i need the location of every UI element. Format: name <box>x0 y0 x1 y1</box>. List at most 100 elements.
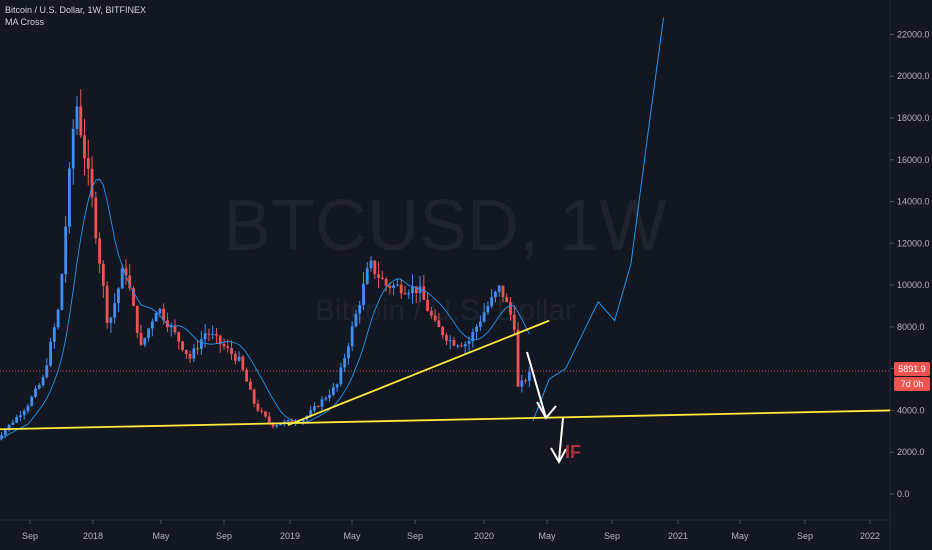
projection-line <box>532 17 664 422</box>
candle-body <box>196 348 199 350</box>
candle-body <box>497 285 501 292</box>
candle-body <box>467 341 471 345</box>
candle-body <box>388 285 392 288</box>
candle-body <box>19 415 22 417</box>
candle-body <box>94 197 98 239</box>
candle-body <box>49 341 52 366</box>
x-tick-label: May <box>731 531 749 541</box>
candle-body <box>143 338 147 345</box>
trendline <box>287 319 550 426</box>
x-tick-label: 2021 <box>668 531 688 541</box>
candle-body <box>429 310 433 316</box>
watermark-name: Bitcoin / U.S. Dollar <box>315 294 575 327</box>
candle-body <box>343 358 347 368</box>
candle-body <box>392 285 396 288</box>
candle-body <box>177 332 181 342</box>
candle-body <box>207 333 211 335</box>
y-tick-label: 14000.0 <box>897 197 930 207</box>
candle-body <box>309 410 313 417</box>
candle-body <box>380 277 384 280</box>
candle-body <box>241 356 245 370</box>
candle-body <box>358 305 362 314</box>
candle-body <box>324 398 328 400</box>
candle-body <box>30 396 34 406</box>
candle-body <box>512 314 516 330</box>
last-price-badge: 5891.9 <box>894 362 930 376</box>
candle-body <box>448 340 452 342</box>
candle-body <box>286 420 290 422</box>
candle-body <box>218 335 222 345</box>
candle-body <box>441 327 445 336</box>
candle-body <box>516 329 520 387</box>
candle-body <box>264 411 267 417</box>
candle-body <box>362 283 365 306</box>
x-tick-label: Sep <box>22 531 38 541</box>
candle-body <box>490 297 494 307</box>
y-tick-label: 4000.0 <box>897 405 925 415</box>
indicator-label[interactable]: MA Cross <box>5 17 45 27</box>
candle-body <box>237 356 241 361</box>
x-tick-label: 2020 <box>474 531 494 541</box>
candle-body <box>105 285 109 323</box>
candle-body <box>37 385 41 389</box>
x-tick-label: Sep <box>604 531 620 541</box>
candle-body <box>132 288 135 306</box>
candle-body <box>399 284 403 294</box>
candle-body <box>365 268 369 284</box>
countdown-badge: 7d 0h <box>894 377 930 391</box>
candle-body <box>41 377 45 386</box>
candle-body <box>101 263 105 286</box>
arrow-down-2-head <box>550 447 567 465</box>
y-tick-label: 18000.0 <box>897 113 930 123</box>
candle-body <box>527 371 531 382</box>
candle-body <box>267 416 271 423</box>
ma-line <box>0 178 530 440</box>
candle-body <box>90 168 94 198</box>
candle-body <box>117 288 120 304</box>
x-tick-label: Sep <box>797 531 813 541</box>
candle-body <box>98 238 101 264</box>
candle-body <box>211 334 215 336</box>
candle-body <box>463 344 467 347</box>
candle-body <box>373 260 377 275</box>
candle-body <box>301 419 305 422</box>
candle-body <box>505 297 509 303</box>
arrow-down-2-shaft <box>558 417 564 461</box>
candle-body <box>0 435 3 439</box>
candle-body <box>520 380 524 387</box>
candle-body <box>124 268 128 276</box>
watermark-symbol: BTCUSD, 1W <box>223 186 667 266</box>
candle-body <box>83 135 86 159</box>
candle-body <box>226 346 230 349</box>
candle-body <box>188 353 192 359</box>
candle-body <box>71 128 75 169</box>
x-tick-label: 2022 <box>860 531 880 541</box>
candle-body <box>154 313 158 322</box>
candle-body <box>452 340 456 346</box>
x-tick-label: May <box>152 531 170 541</box>
symbol-title[interactable]: Bitcoin / U.S. Dollar, 1W, BITFINEX <box>5 5 147 15</box>
candle-body <box>147 328 150 339</box>
y-tick-label: 0.0 <box>897 489 910 499</box>
candle-body <box>52 327 56 342</box>
candle-body <box>75 106 79 129</box>
candle-body <box>68 168 71 227</box>
candle-body <box>384 279 388 286</box>
candle-body <box>279 424 282 426</box>
candle-body <box>354 313 358 327</box>
candle-body <box>199 339 203 349</box>
candle-body <box>494 291 497 298</box>
candle-body <box>139 332 143 345</box>
candle-body <box>256 403 260 411</box>
x-tick-label: May <box>343 531 361 541</box>
candle-body <box>173 325 177 333</box>
candle-body <box>478 321 482 327</box>
candle-body <box>328 395 331 399</box>
candle-body <box>460 345 463 347</box>
candle-body <box>158 308 162 314</box>
candle-body <box>252 389 256 404</box>
y-tick-label: 16000.0 <box>897 155 930 165</box>
candle-body <box>203 333 207 340</box>
